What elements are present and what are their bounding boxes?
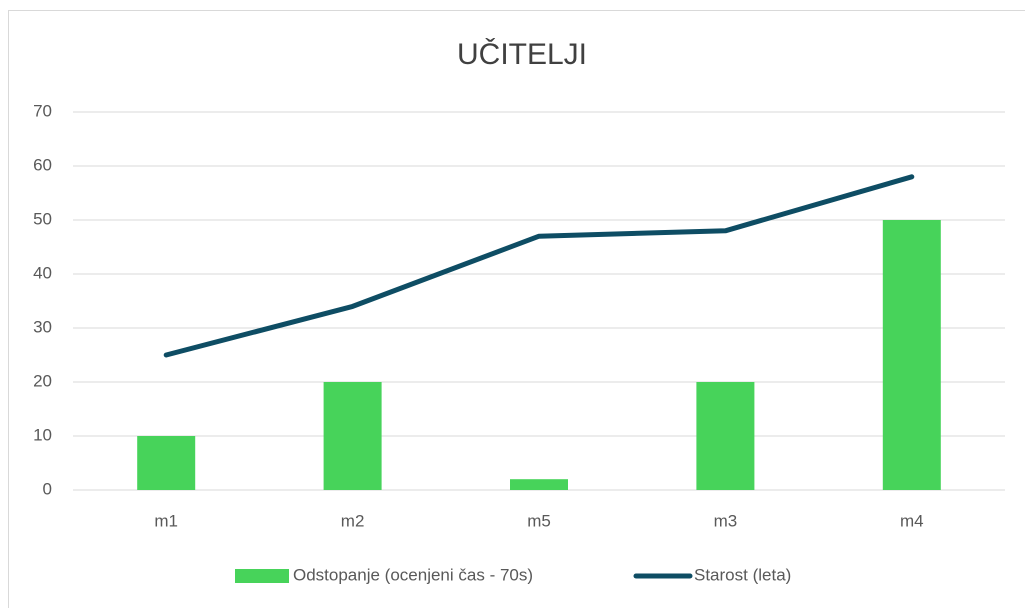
y-tick-label: 60 [33, 155, 52, 174]
y-tick-label: 30 [33, 317, 52, 336]
y-tick-label: 70 [33, 101, 52, 120]
x-tick-label: m4 [900, 511, 924, 530]
chart-frame [8, 10, 1025, 608]
legend-label: Odstopanje (ocenjeni čas - 70s) [293, 565, 533, 584]
x-tick-label: m3 [714, 511, 738, 530]
legend-swatch [235, 569, 289, 583]
x-tick-label: m2 [341, 511, 365, 530]
legend-label: Starost (leta) [694, 565, 791, 584]
bar [323, 382, 382, 490]
y-tick-label: 20 [33, 371, 52, 390]
bar [137, 436, 196, 490]
bar [882, 220, 941, 490]
line [163, 174, 915, 358]
y-tick-label: 50 [33, 209, 52, 228]
chart-title: UČITELJI [457, 37, 587, 71]
y-tick-label: 0 [43, 479, 52, 498]
y-tick-label: 10 [33, 425, 52, 444]
x-tick-label: m5 [527, 511, 551, 530]
bar [696, 382, 755, 490]
bar [510, 479, 568, 490]
y-tick-label: 40 [33, 263, 52, 282]
x-tick-label: m1 [154, 511, 178, 530]
